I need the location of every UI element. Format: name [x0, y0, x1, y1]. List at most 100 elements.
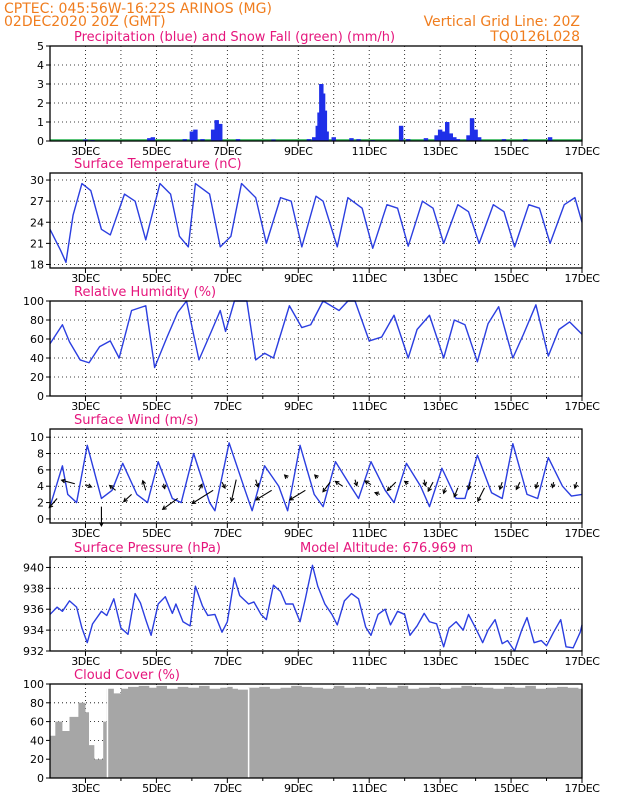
x-tick-label: 5DEC [142, 272, 171, 285]
y-tick-label: 932 [23, 645, 44, 658]
x-tick-label: 17DEC [564, 527, 600, 540]
panel-precip: 0 1 2 3 4 5 3DEC 5DEC 7DEC 9DEC 11DEC 13DEC 15DEC 17D… [37, 40, 601, 158]
x-tick-label: 9DEC [284, 527, 313, 540]
precip-bar [466, 135, 471, 141]
y-tick-label: 936 [23, 603, 44, 616]
wind-arrow-shaft [477, 487, 485, 502]
wind-arrow [477, 487, 485, 503]
x-tick-label: 3DEC [71, 527, 100, 540]
y-tick-label: 40 [30, 734, 44, 747]
wind-arrow-shaft [364, 480, 372, 486]
x-tick-label: 11DEC [352, 782, 388, 795]
precip-bar [218, 123, 223, 141]
y-tick-label: 0 [37, 390, 44, 403]
wind-arrow [85, 483, 93, 489]
panel-rh: 0 20 40 60 80 100 3DEC 5DEC 7DEC 9DEC 11DEC 13DEC 15… [23, 295, 601, 413]
panel-pressure: 932 934 936 938 940 3DEC 5DEC 7DEC 9DEC 11DEC 13DE… [23, 556, 601, 668]
wind-arrow [60, 478, 75, 485]
panel-frame [49, 172, 583, 269]
x-tick-label: 11DEC [352, 400, 388, 413]
x-tick-label: 7DEC [213, 272, 242, 285]
precip-bar [189, 131, 195, 141]
wind-arrow-head [442, 489, 447, 495]
wind-arrow-head [403, 480, 409, 486]
y-tick-label: 24 [30, 216, 44, 229]
x-tick-label: 17DEC [564, 272, 600, 285]
x-tick-label: 13DEC [423, 655, 459, 668]
wind-arrow-head [191, 499, 197, 505]
precip-bar [469, 118, 475, 141]
wind-arrow [161, 498, 179, 510]
wind-arrow-head [363, 480, 369, 485]
y-tick-label: 20 [30, 371, 44, 384]
rh-line [49, 300, 583, 369]
wind-line [49, 442, 583, 512]
x-tick-label: 9DEC [284, 782, 313, 795]
x-tick-label: 5DEC [142, 655, 171, 668]
y-tick-label: 40 [30, 352, 44, 365]
wind-arrow-shaft [335, 480, 343, 487]
wind-arrow [191, 489, 214, 505]
wind-arrow-shaft [289, 489, 306, 501]
panel-precip-title: Precipitation (blue) and Snow Fall (gree… [74, 30, 395, 45]
wind-arrow-shaft [123, 493, 132, 502]
header-grid-note: Vertical Grid Line: 20Z [424, 14, 580, 30]
precip-bar [356, 139, 361, 141]
wind-arrow [255, 489, 272, 501]
wind-arrow-head [550, 483, 556, 489]
x-tick-label: 3DEC [71, 655, 100, 668]
wind-arrow-head [498, 485, 504, 491]
y-tick-label: 2 [37, 497, 44, 510]
wind-arrow-shaft [467, 481, 471, 490]
precip-bar [501, 139, 507, 141]
wind-arrow-head [122, 497, 128, 503]
precip-bar [331, 137, 336, 141]
panel-cloud: 0 20 40 60 80 100 3DEC 5DEC 7DEC 9DEC 11DEC 13DEC 15… [23, 678, 601, 795]
y-tick-label: 80 [30, 697, 44, 710]
precip-bar [200, 139, 205, 141]
header-date: 02DEC2020 20Z (GMT) [4, 14, 166, 30]
wind-arrow-shaft [109, 485, 116, 491]
cloud-cover-area [50, 685, 582, 778]
precip-bar [193, 129, 198, 141]
wind-arrow [573, 481, 579, 490]
precip-bar [452, 137, 457, 141]
panel-frame [49, 45, 583, 142]
wind-arrow-shaft [515, 481, 521, 490]
x-tick-label: 7DEC [213, 145, 242, 158]
precip-bar [434, 135, 439, 141]
y-tick-label: 934 [23, 624, 44, 637]
y-tick-label: 0 [37, 513, 44, 526]
precip-bar [324, 131, 329, 141]
wind-arrow-shaft [142, 480, 147, 491]
x-tick-label: 17DEC [564, 782, 600, 795]
precip-bar [147, 138, 152, 141]
x-tick-label: 5DEC [142, 782, 171, 795]
x-tick-label: 11DEC [352, 527, 388, 540]
wind-arrow-head [334, 480, 340, 486]
y-tick-label: 100 [23, 678, 44, 691]
y-tick-label: 27 [30, 195, 44, 208]
x-tick-label: 11DEC [352, 655, 388, 668]
wind-arrow [108, 484, 116, 491]
precip-bar [322, 110, 328, 141]
wind-arrow [283, 474, 289, 480]
precip-bar [445, 122, 450, 141]
wind-arrow-shaft [255, 479, 259, 488]
wind-arrow-head [353, 481, 359, 487]
wind-arrow-head [221, 484, 226, 490]
precip-bar [437, 129, 443, 141]
precip-bar [150, 137, 156, 141]
wind-arrow [122, 493, 132, 503]
wind-arrow [288, 489, 306, 501]
x-tick-label: 17DEC [564, 400, 600, 413]
x-tick-label: 15DEC [494, 655, 530, 668]
precip-bar [349, 138, 354, 141]
wind-arrow-head [313, 474, 319, 480]
y-tick-label: 21 [30, 237, 44, 250]
wind-arrow [442, 487, 447, 495]
x-tick-label: 9DEC [284, 145, 313, 158]
panel-temp-title: Surface Temperature (nC) [74, 157, 242, 172]
precip-bar [83, 139, 88, 141]
x-tick-label: 15DEC [494, 527, 530, 540]
